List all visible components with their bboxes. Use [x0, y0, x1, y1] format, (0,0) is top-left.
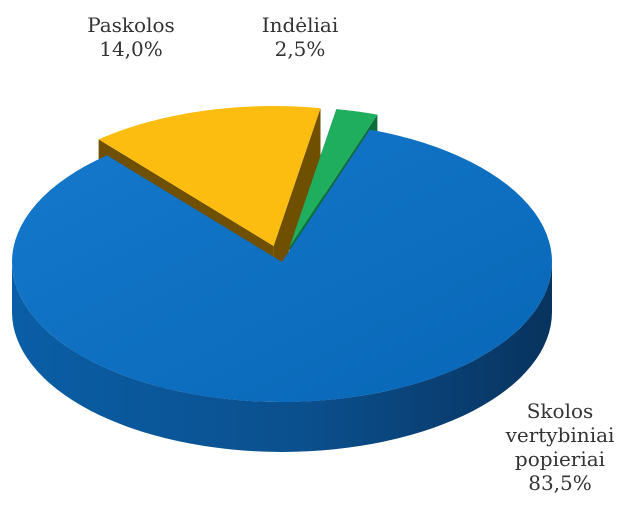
pie-slice-rim-skolos-vertybiniai-popieriai-0	[12, 262, 552, 452]
pie-value-paskolos: 14,0%	[99, 37, 163, 61]
pie-label-line-indeliai: Indėliai	[262, 13, 339, 37]
pie-label-line-skolos-vertybiniai-popieriai: vertybiniai	[505, 423, 615, 447]
pie-slice-indeliai	[289, 109, 378, 247]
pie-slice-tops	[12, 105, 553, 403]
pie-slice-paskolos	[98, 105, 321, 246]
pie-value-skolos-vertybiniai-popieriai: 83,5%	[528, 471, 592, 495]
pie-slice-wall-paskolos-1	[273, 108, 321, 296]
pie-label-line-paskolos: Paskolos	[87, 13, 175, 37]
pie-slice-skolos-vertybiniai-popieriai	[12, 129, 553, 403]
pie-label-line-skolos-vertybiniai-popieriai: popieriai	[515, 447, 605, 471]
pie-label-line-skolos-vertybiniai-popieriai: Skolos	[527, 399, 594, 423]
pie-label-indeliai: Indėliai 2,5%	[262, 13, 339, 61]
pie-label-paskolos: Paskolos 14,0%	[87, 13, 175, 61]
pie-labels: Skolos vertybiniai popieriai 83,5% Paskolos 1…	[87, 13, 614, 495]
pie-label-skolos-vertybiniai-popieriai: Skolos vertybiniai popieriai 83,5%	[505, 399, 615, 495]
pie-value-indeliai: 2,5%	[275, 37, 326, 61]
